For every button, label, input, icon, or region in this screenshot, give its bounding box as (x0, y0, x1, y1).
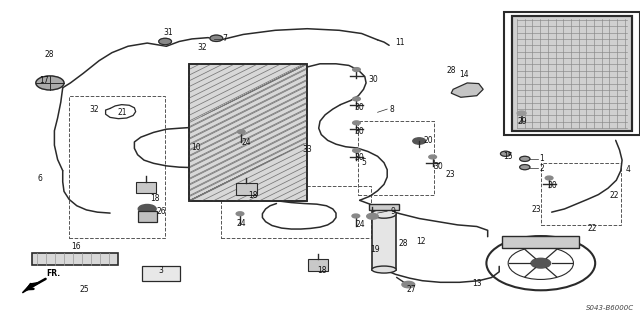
Circle shape (520, 156, 530, 161)
Text: 21: 21 (118, 108, 127, 117)
Circle shape (138, 204, 156, 213)
Text: 17: 17 (40, 76, 49, 85)
Text: 10: 10 (191, 143, 200, 152)
Text: 3: 3 (159, 266, 164, 275)
Bar (236, 183, 257, 195)
Ellipse shape (372, 209, 396, 218)
Text: 6: 6 (37, 174, 42, 183)
Circle shape (545, 176, 553, 180)
Circle shape (353, 149, 360, 152)
Text: 32: 32 (197, 43, 207, 52)
Bar (138, 211, 157, 222)
Circle shape (352, 214, 360, 218)
Text: 16: 16 (72, 242, 81, 251)
Text: 5: 5 (361, 158, 366, 167)
Text: 2: 2 (540, 164, 544, 173)
Circle shape (36, 76, 64, 90)
Bar (369, 204, 399, 210)
Bar (512, 16, 632, 131)
Text: 30: 30 (433, 162, 443, 171)
Bar (502, 235, 579, 248)
Text: 1: 1 (540, 154, 544, 163)
Text: 13: 13 (472, 279, 482, 288)
Text: 22: 22 (609, 191, 619, 200)
Text: 30: 30 (355, 127, 364, 136)
Text: 28: 28 (398, 239, 408, 248)
Text: 28: 28 (45, 50, 54, 59)
Text: 30: 30 (355, 103, 364, 112)
Bar (512, 16, 632, 131)
Bar (189, 64, 307, 201)
Circle shape (159, 38, 172, 45)
Circle shape (517, 111, 526, 115)
Circle shape (236, 212, 244, 216)
Circle shape (367, 213, 378, 219)
Text: 15: 15 (503, 152, 513, 161)
Text: 32: 32 (90, 105, 99, 114)
Text: 30: 30 (355, 153, 364, 162)
Text: 7: 7 (223, 34, 228, 43)
Text: 30: 30 (547, 181, 557, 190)
Text: 28: 28 (447, 66, 456, 75)
Text: 27: 27 (406, 285, 416, 294)
Text: 25: 25 (80, 285, 90, 294)
Bar (504, 12, 640, 135)
Text: 26: 26 (156, 207, 166, 216)
Text: 8: 8 (389, 105, 394, 114)
Circle shape (520, 165, 530, 170)
Text: 24: 24 (242, 138, 252, 147)
Text: 33: 33 (302, 145, 312, 154)
Bar (142, 266, 180, 281)
Bar (136, 182, 156, 193)
Text: 14: 14 (460, 70, 469, 78)
Circle shape (500, 151, 511, 156)
Bar (308, 259, 328, 271)
Circle shape (413, 138, 426, 144)
Text: 24: 24 (237, 219, 246, 228)
Text: 12: 12 (416, 237, 426, 246)
Text: 20: 20 (424, 137, 433, 145)
Polygon shape (451, 83, 483, 97)
Circle shape (353, 97, 360, 101)
Text: 31: 31 (163, 28, 173, 37)
Circle shape (210, 35, 223, 41)
Circle shape (353, 68, 360, 71)
Polygon shape (22, 282, 40, 293)
Text: 19: 19 (370, 245, 380, 254)
Circle shape (402, 281, 415, 288)
Bar (32, 253, 118, 265)
Ellipse shape (372, 266, 396, 273)
Text: FR.: FR. (46, 269, 60, 278)
Text: 30: 30 (368, 75, 378, 84)
Text: 18: 18 (317, 266, 327, 275)
Bar (189, 64, 307, 201)
Text: 11: 11 (396, 38, 405, 47)
Text: 23: 23 (445, 170, 455, 179)
Text: 24: 24 (356, 220, 365, 229)
Circle shape (237, 130, 245, 134)
Circle shape (353, 121, 360, 125)
Text: S043-B6000C: S043-B6000C (586, 305, 634, 311)
Text: 18: 18 (248, 191, 258, 200)
Text: 4: 4 (626, 165, 631, 174)
Circle shape (429, 155, 436, 159)
Text: 18: 18 (150, 194, 160, 203)
Text: 23: 23 (531, 205, 541, 214)
Text: 22: 22 (588, 224, 597, 233)
Text: 9: 9 (390, 207, 396, 216)
Bar (372, 214, 396, 270)
Circle shape (531, 258, 550, 268)
Text: 29: 29 (517, 117, 527, 126)
